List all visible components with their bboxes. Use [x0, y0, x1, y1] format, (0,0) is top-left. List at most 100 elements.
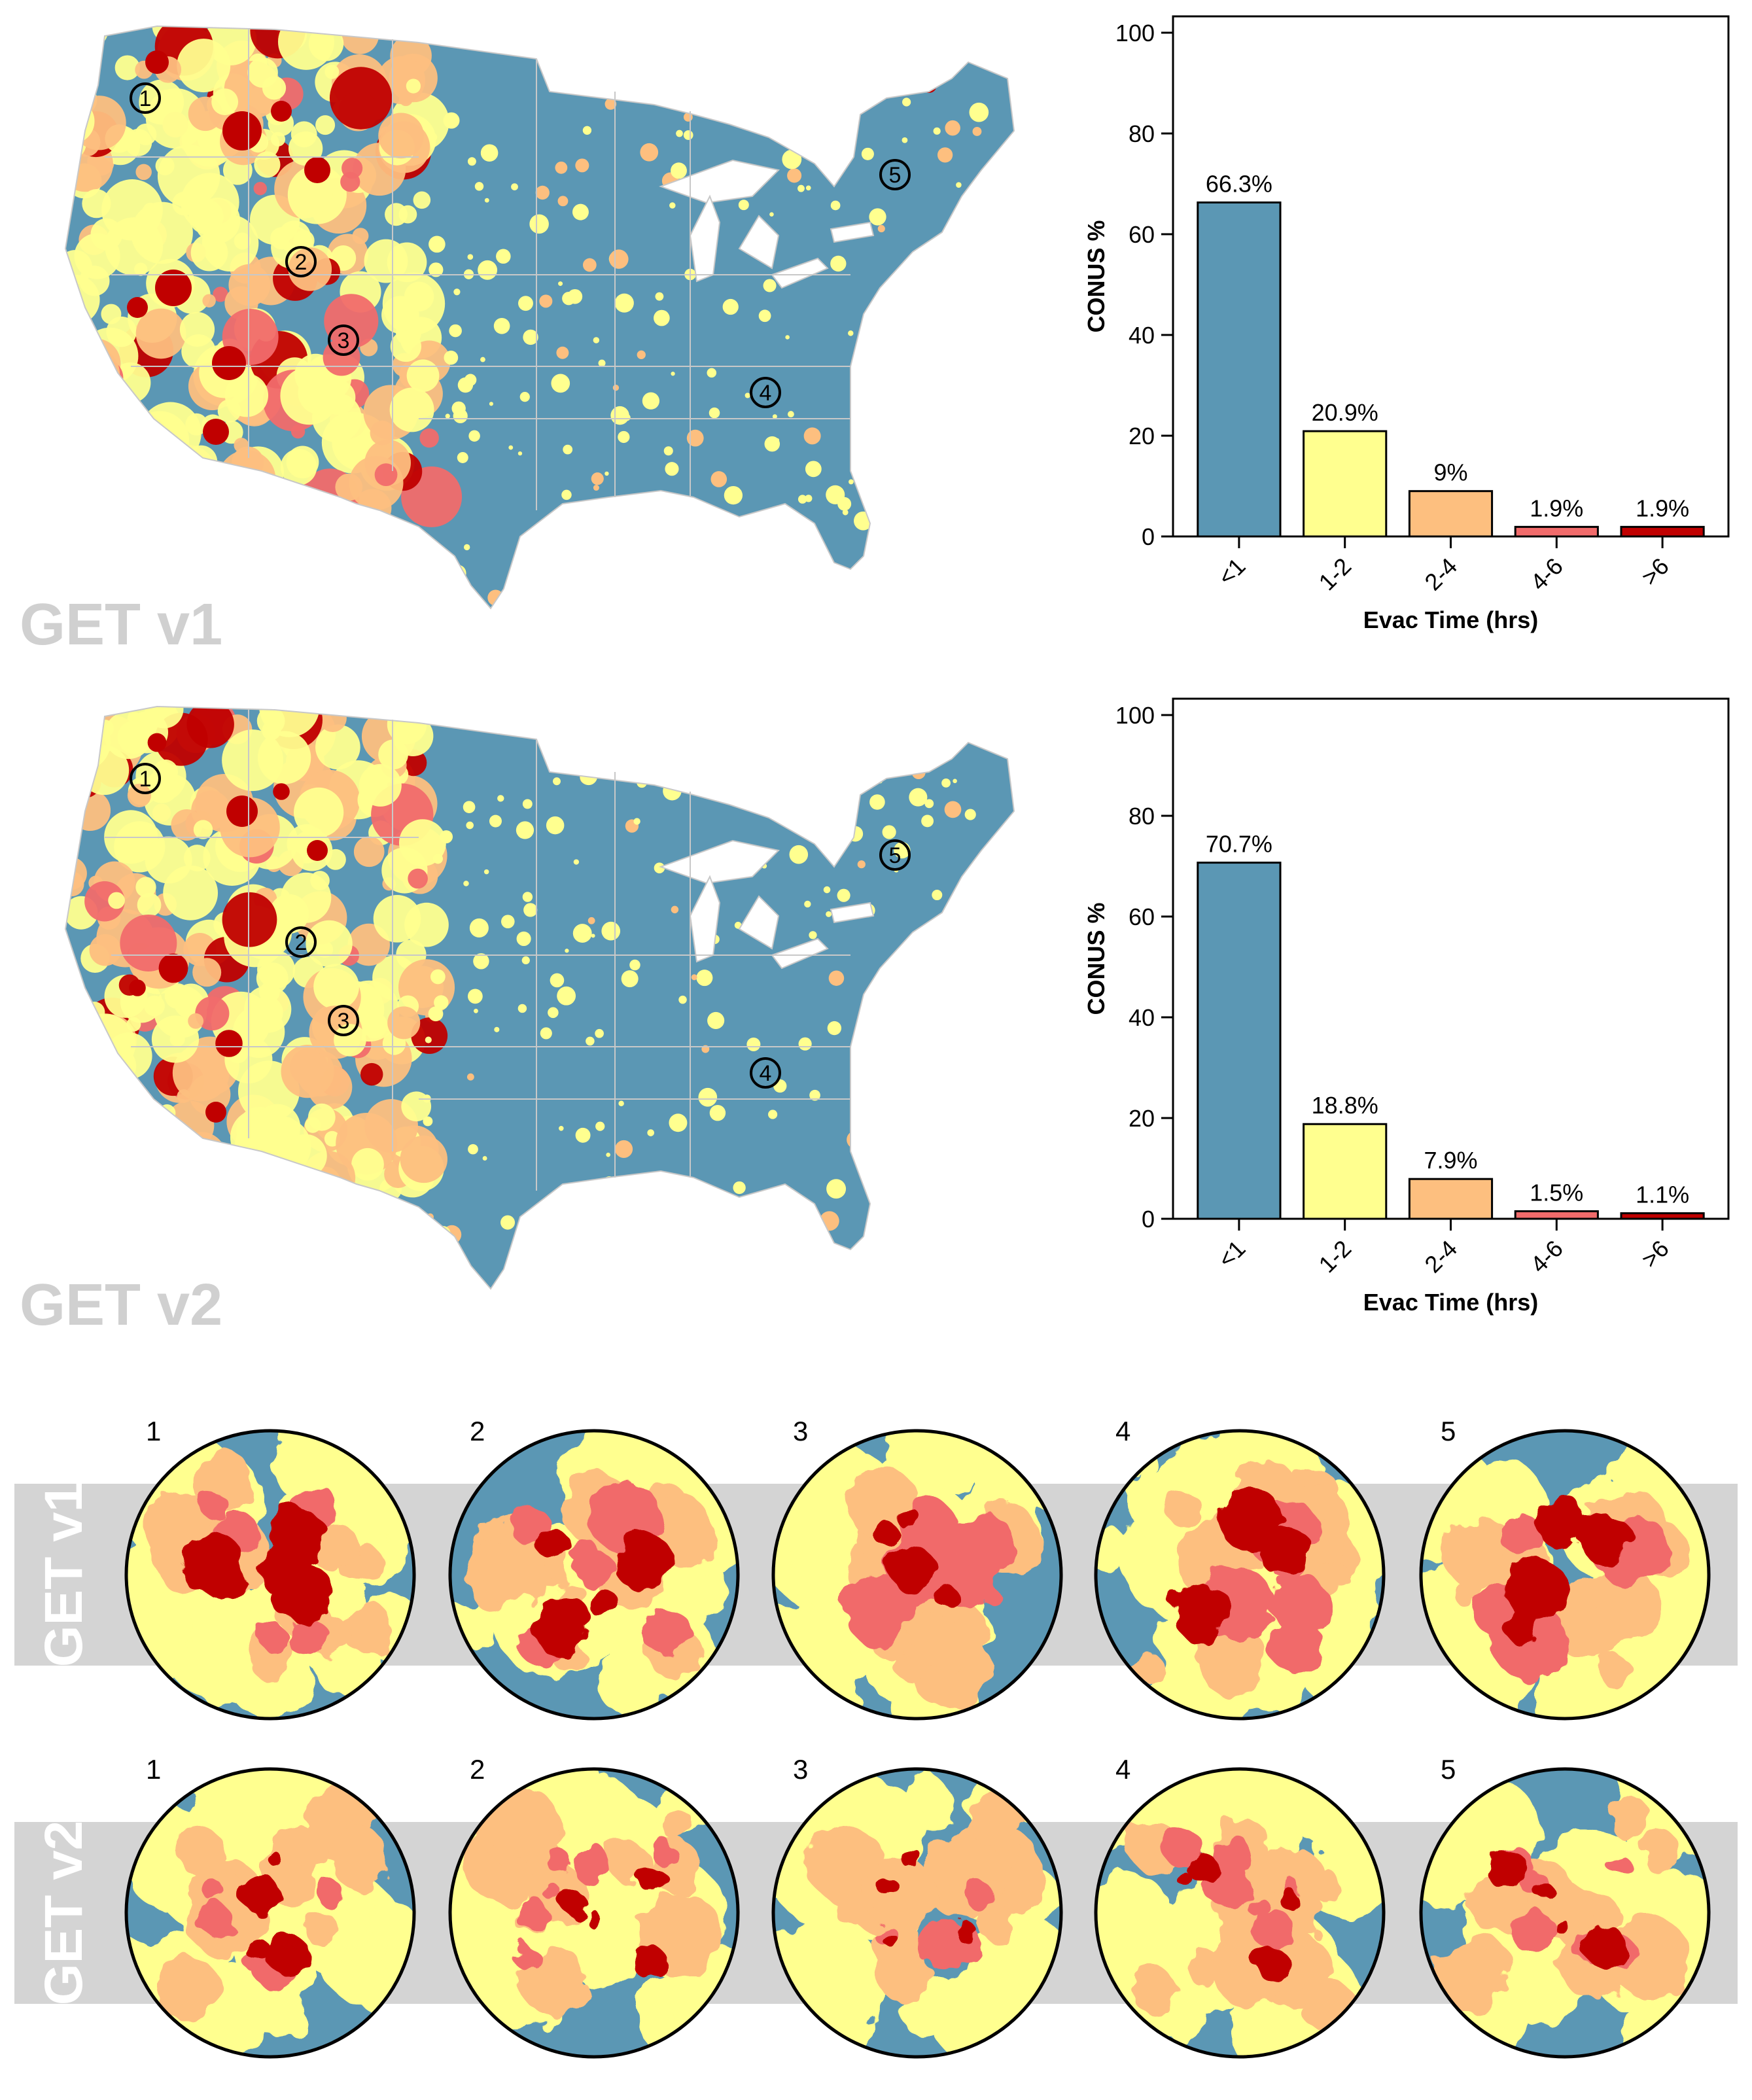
hazard-patch	[73, 1013, 135, 1076]
hazard-patch	[192, 958, 222, 987]
hazard-patch	[193, 820, 213, 839]
zoom-circle	[448, 1767, 740, 2059]
hazard-patch	[848, 330, 854, 336]
hazard-patch	[695, 581, 714, 600]
y-tick-label: 0	[1142, 1206, 1155, 1233]
marker-number: 1	[139, 86, 152, 111]
hazard-patch	[562, 504, 577, 519]
bar	[1408, 1178, 1494, 1220]
hazard-patch	[483, 145, 498, 158]
hazard-patch	[815, 111, 822, 119]
hazard-patch	[849, 479, 854, 485]
hazard-patch	[65, 714, 111, 771]
hazard-patch	[582, 258, 597, 272]
location-marker: 2	[285, 926, 317, 958]
hazard-patch	[122, 435, 158, 472]
hazard-patch	[614, 1140, 633, 1159]
zoom-number: 1	[146, 1754, 161, 1785]
hazard-patch	[129, 488, 150, 509]
hazard-patch	[489, 402, 493, 406]
hazard-patch	[497, 795, 504, 802]
hazard-patch	[324, 849, 346, 870]
hazard-patch	[288, 247, 332, 291]
bar-data-label: 1.1%	[1636, 1181, 1689, 1208]
hazard-patch	[953, 779, 957, 784]
hazard-patch	[304, 157, 330, 183]
hazard-patch	[126, 1017, 141, 1032]
hazard-patch	[805, 461, 822, 478]
location-marker: 3	[328, 1005, 359, 1036]
x-axis-label: Evac Time (hrs)	[1363, 1289, 1538, 1316]
y-tick-label: 0	[1142, 523, 1155, 550]
hazard-patch	[523, 329, 538, 345]
hazard-patch	[823, 886, 831, 894]
hazard-patch	[603, 770, 610, 777]
hazard-patch	[739, 1239, 747, 1247]
hazard-patch	[933, 127, 941, 135]
zoom-number: 3	[793, 1416, 808, 1446]
hazard-patch	[839, 1258, 849, 1267]
hazard-patch	[618, 1100, 624, 1107]
y-tick-label: 40	[1129, 322, 1155, 349]
hazard-patch	[902, 966, 921, 985]
hazard-patch	[423, 1116, 433, 1127]
hazard-patch	[686, 429, 704, 447]
y-tick-label: 100	[1115, 20, 1155, 46]
hazard-patch	[789, 845, 809, 864]
hazard-patch	[254, 151, 281, 178]
hazard-patch	[469, 918, 489, 937]
hazard-patch	[195, 996, 230, 1031]
hazard-patch	[67, 1065, 103, 1101]
hazard-patch	[218, 450, 276, 508]
hazard-patch	[244, 985, 292, 1033]
hazard-patch	[567, 289, 583, 304]
hazard-patch	[177, 39, 231, 93]
hazard-patch	[82, 424, 113, 454]
hazard-patch	[184, 445, 218, 478]
hazard-patch	[65, 432, 106, 489]
hazard-patch	[944, 801, 962, 818]
hazard-patch	[518, 296, 533, 311]
hazard-patch	[81, 413, 132, 464]
hazard-patch	[213, 287, 228, 302]
hazard-patch	[746, 1037, 761, 1051]
hazard-patch	[114, 55, 140, 80]
hazard-patch	[290, 1048, 328, 1086]
marker-number: 2	[295, 930, 307, 955]
hazard-patch	[307, 840, 328, 861]
hazard-patch	[434, 995, 449, 1010]
hazard-patch	[411, 1017, 448, 1054]
hazard-patch	[947, 438, 958, 449]
hazard-patch	[676, 130, 683, 137]
hazard-patch	[408, 868, 428, 889]
hazard-patch	[65, 369, 97, 413]
hazard-patch	[671, 1181, 685, 1196]
hazard-patch	[179, 311, 215, 347]
y-tick-label: 60	[1129, 903, 1155, 930]
hazard-patch	[523, 903, 538, 917]
hazard-patch	[793, 758, 809, 774]
hazard-patch	[177, 1132, 226, 1181]
hazard-patch	[909, 1221, 924, 1236]
hazard-patch	[935, 1125, 940, 1130]
hazard-patch	[556, 346, 569, 359]
hazard-patch	[573, 859, 580, 865]
hazard-patch	[457, 451, 468, 463]
hazard-patch	[663, 446, 673, 456]
hazard-patch	[222, 892, 277, 947]
bar	[1620, 1212, 1705, 1220]
hazard-patch	[478, 260, 498, 280]
hazard-patch	[917, 1130, 934, 1147]
hazard-patch	[601, 921, 621, 941]
hazard-patch	[896, 1164, 915, 1182]
band-version-label: GET v1	[34, 1482, 94, 1668]
hazard-patch	[324, 294, 379, 349]
hazard-patch	[678, 995, 687, 1004]
hazard-patch	[909, 788, 928, 807]
hazard-patch	[698, 1087, 718, 1107]
zoom-number: 1	[146, 1416, 161, 1446]
location-marker: 1	[130, 763, 161, 794]
hazard-patch	[98, 1098, 118, 1117]
hazard-patch	[167, 493, 184, 510]
hazard-patch	[563, 444, 573, 455]
